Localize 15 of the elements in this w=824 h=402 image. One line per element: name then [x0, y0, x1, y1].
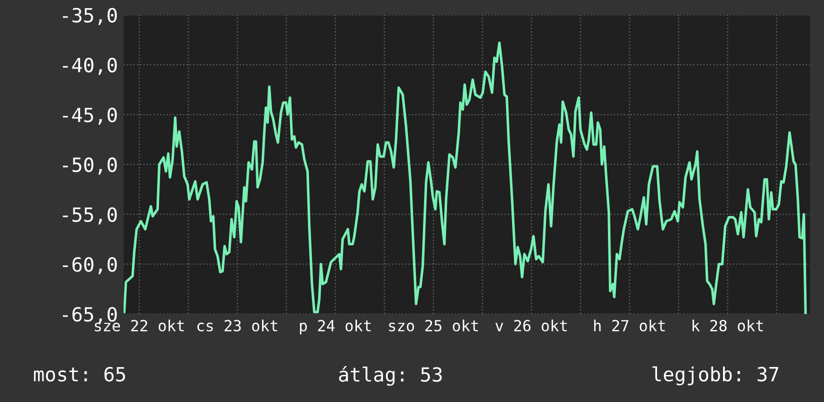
- text: legjobb: 37: [652, 366, 778, 386]
- y-tick-label: -55,0: [62, 207, 117, 224]
- x-tick-label: p 24 okt: [300, 320, 371, 334]
- y-tick-label: -40,0: [62, 58, 117, 75]
- y-tick-label: -45,0: [62, 108, 117, 125]
- y-tick-label: -60,0: [62, 257, 117, 274]
- y-tick-label: -35,0: [62, 8, 117, 26]
- x-tick-label: h 27 okt: [594, 320, 665, 332]
- x-tick-label: szo 25 okt: [389, 320, 478, 332]
- text: átlag: 53: [339, 366, 442, 386]
- x-tick-label: k 28 okt: [692, 320, 763, 332]
- x-tick-label: cs 23 okt: [197, 320, 278, 332]
- text: most: 65: [34, 366, 126, 382]
- x-tick-label: v 26 okt: [495, 320, 567, 332]
- y-tick-label: -50,0: [62, 157, 117, 175]
